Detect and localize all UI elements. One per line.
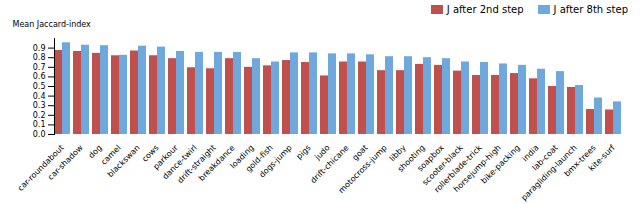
svg-text:0.7: 0.7 [33, 63, 46, 72]
svg-text:0.2: 0.2 [33, 111, 46, 120]
svg-text:cows: cows [140, 143, 161, 164]
svg-text:0.3: 0.3 [33, 101, 46, 110]
svg-text:drift-chicane: drift-chicane [309, 143, 351, 185]
svg-text:soapbox: soapbox [415, 143, 446, 174]
svg-text:dogs-jump: dogs-jump [257, 143, 293, 179]
svg-text:0.8: 0.8 [33, 53, 46, 62]
svg-text:shooting: shooting [395, 143, 427, 174]
svg-text:goat: goat [350, 143, 370, 163]
svg-text:scooter-black: scooter-black [420, 143, 465, 188]
svg-text:Mean Jaccard-index: Mean Jaccard-index [13, 20, 92, 29]
svg-text:judo: judo [313, 143, 332, 162]
svg-text:loading: loading [228, 143, 256, 171]
svg-text:0.0: 0.0 [33, 130, 46, 139]
svg-text:libby: libby [387, 143, 408, 164]
svg-text:blackswan: blackswan [106, 143, 142, 179]
svg-text:kite-surf: kite-surf [587, 143, 617, 173]
svg-text:parkour: parkour [151, 143, 180, 172]
svg-text:0.5: 0.5 [33, 82, 46, 91]
svg-text:motocross-jump: motocross-jump [337, 143, 389, 195]
svg-text:lab-coat: lab-coat [530, 143, 560, 173]
svg-text:pigs: pigs [295, 143, 313, 161]
svg-text:horsejump-high: horsejump-high [451, 143, 503, 194]
svg-text:paragliding-launch: paragliding-launch [519, 143, 579, 203]
svg-text:car-shadow: car-shadow [46, 143, 85, 182]
html-text:J after 8th step: J after 8th step [553, 3, 628, 15]
html-text:J after 2nd step: J after 2nd step [446, 3, 524, 15]
svg-text:rollerblade-trick: rollerblade-trick [432, 143, 484, 195]
svg-text:camel: camel [99, 143, 123, 167]
svg-text:dog: dog [86, 143, 104, 161]
svg-text:car-roundabout: car-roundabout [16, 143, 66, 193]
svg-text:bmx-trees: bmx-trees [562, 143, 598, 179]
svg-text:dance-twirl: dance-twirl [160, 143, 199, 182]
svg-text:bike-packing: bike-packing [479, 143, 521, 185]
svg-text:india: india [520, 143, 541, 164]
svg-text:0.4: 0.4 [33, 92, 46, 101]
svg-text:gold-fish: gold-fish [244, 143, 275, 174]
svg-text:breakdance: breakdance [197, 143, 237, 183]
svg-text:0.9: 0.9 [33, 44, 46, 53]
svg-text:0.1: 0.1 [33, 120, 46, 129]
svg-text:drift-straight: drift-straight [175, 143, 218, 186]
svg-text:0.6: 0.6 [33, 72, 46, 81]
